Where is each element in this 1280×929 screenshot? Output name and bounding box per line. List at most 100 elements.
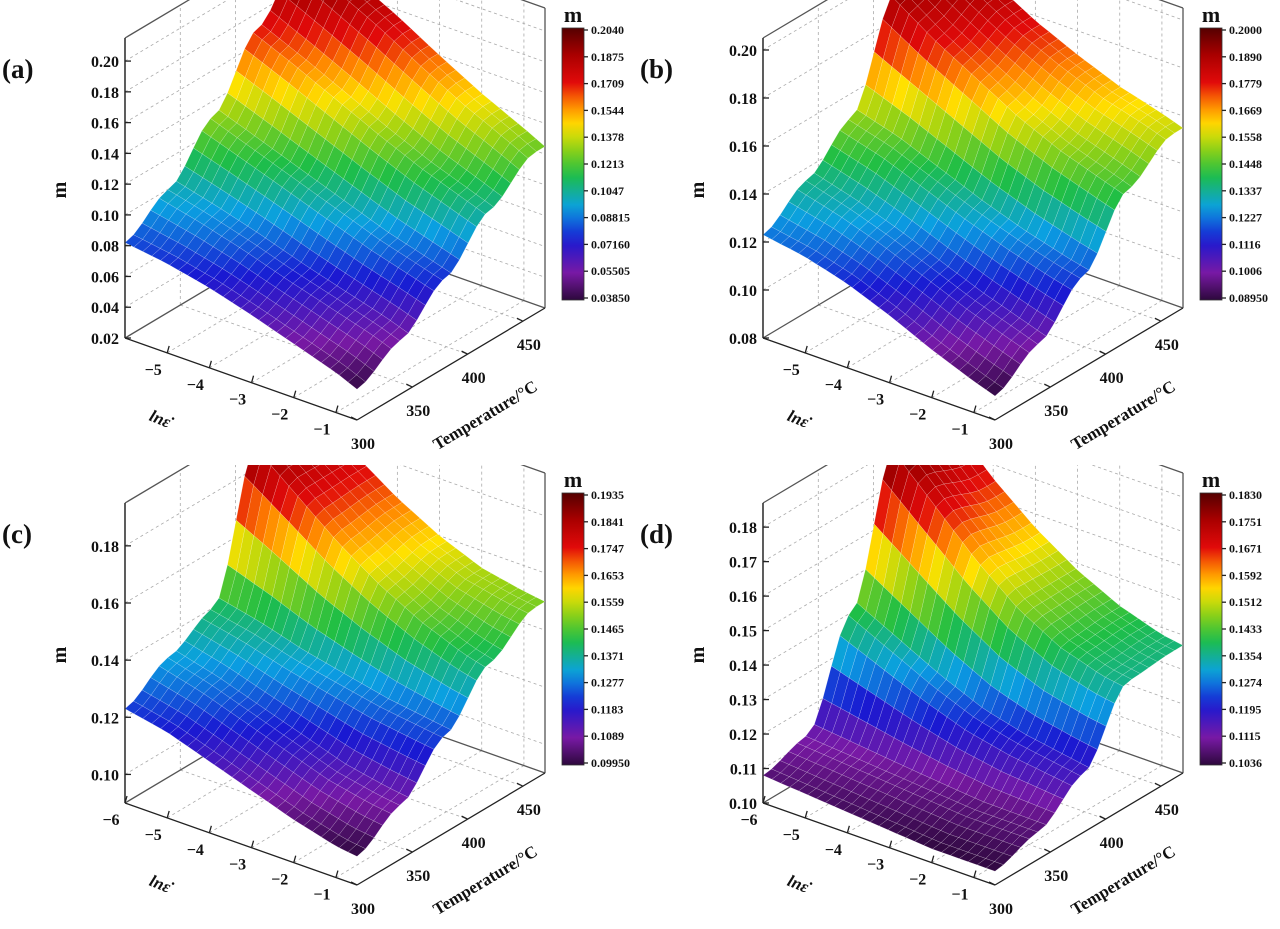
z-tick-label: 0.02: [91, 331, 119, 348]
z-axis-title: m: [687, 646, 709, 663]
panel-b: 0.08 0.10 0.12 0.14 0.16 0.18 0.20 −5 −4 −3 −2 −1 30…: [638, 0, 1278, 465]
surface-cell: [475, 654, 495, 668]
x-tick-label: −1: [951, 887, 968, 904]
y-tick-label: 300: [989, 436, 1013, 453]
grid-line: [235, 736, 468, 820]
z-axis-title: m: [687, 181, 709, 198]
z-tick-label: 0.14: [729, 187, 757, 204]
x-tick: [973, 405, 977, 413]
surface-cell: [1019, 337, 1039, 354]
colorbar-tick-label: 0.1830: [1229, 488, 1262, 502]
grid-line: [1125, 0, 1184, 21]
surface-cell: [1130, 662, 1150, 674]
x-tick-label: −3: [867, 392, 884, 409]
colorbar-tick-label: 0.1036: [1229, 756, 1262, 770]
x-tick: [762, 795, 766, 804]
surface-cell: [407, 298, 426, 321]
grid-line: [312, 604, 546, 688]
lne-axis: [124, 802, 358, 886]
y-tick-label: 300: [351, 436, 375, 453]
z-tick-label: 0.14: [91, 146, 119, 163]
x-tick-label: −3: [229, 392, 246, 409]
colorbar-tick-label: 0.1277: [591, 676, 624, 690]
colorbar-tick-label: 0.08815: [591, 211, 630, 225]
grid-line: [235, 271, 468, 355]
x-axis-title: lnε̇: [147, 406, 177, 433]
z-tick-label: 0.08: [91, 239, 119, 256]
grid-line: [312, 133, 546, 217]
colorbar-tick-label: 0.1558: [1229, 130, 1262, 144]
colorbar: [1199, 492, 1223, 766]
x-tick-label: −4: [187, 842, 204, 859]
colorbar-tick-label: 0.1559: [591, 595, 624, 609]
surface-cell: [1139, 656, 1158, 668]
grid-line: [312, 433, 546, 517]
grid-line: [950, 129, 1184, 213]
colorbar-tick-label: 0.1841: [591, 515, 624, 529]
y-axis-title: Temperature/°C: [430, 377, 541, 454]
surface-cell: [501, 161, 520, 184]
y-tick-label: 400: [1100, 370, 1124, 387]
grid-line: [180, 769, 413, 853]
x-axis-title: lnε̇: [785, 871, 815, 898]
y-tick-label: 350: [406, 868, 430, 885]
colorbar-title: m: [564, 2, 582, 27]
y-tick: [350, 416, 358, 421]
colorbar-tick-label: 0.1047: [591, 184, 624, 198]
x-tick-label: −3: [867, 857, 884, 874]
colorbar-tick-label: 0.1183: [591, 702, 623, 716]
surface-cell: [1139, 144, 1158, 165]
x-tick: [335, 405, 339, 413]
colorbar-tick-label: 0.1213: [591, 157, 624, 171]
surface-cell: [484, 189, 503, 208]
colorbar-tick-label: 0.1354: [1229, 649, 1262, 663]
grid-line: [762, 0, 848, 51]
surface-cell: [492, 175, 512, 197]
grid-line: [312, 10, 546, 93]
surface-cell: [1002, 357, 1021, 378]
x-tick: [293, 390, 297, 398]
z-tick-label: 0.10: [729, 283, 757, 300]
colorbar-tick-label: 0.1006: [1229, 264, 1262, 278]
surface-cell: [346, 0, 352, 3]
y-axis-title: Temperature/°C: [1068, 842, 1179, 919]
colorbar-tick-label: 0.1709: [591, 77, 624, 91]
grid-line: [455, 0, 546, 32]
colorbar-tick-label: 0.1089: [591, 729, 624, 743]
box-edge: [762, 0, 829, 39]
z-tick-label: 0.18: [729, 91, 757, 108]
colorbar-tick-label: 0.1512: [1229, 595, 1262, 609]
surface-plot-d: 0.10 0.11 0.12 0.13 0.14 0.15 0.16 0.17 0.18 −6 −5…: [640, 390, 1262, 919]
x-tick-label: −1: [951, 422, 968, 439]
x-tick-label: −6: [740, 812, 757, 829]
x-tick: [973, 870, 977, 878]
colorbar-tick-label: 0.03850: [591, 291, 630, 305]
grid-line: [950, 449, 1184, 532]
x-axis-title: lnε̇: [147, 871, 177, 898]
surface-cell: [347, 374, 366, 390]
z-axis-title: m: [49, 181, 71, 198]
z-tick-label: 0.06: [91, 269, 119, 286]
y-tick: [406, 383, 413, 388]
grid-line: [950, 656, 1184, 739]
y-tick: [988, 416, 996, 421]
x-tick-label: −1: [313, 887, 330, 904]
z-tick-label: 0.18: [729, 520, 757, 537]
x-tick: [293, 855, 297, 863]
y-tick: [516, 317, 524, 322]
surface-cell: [1071, 264, 1090, 279]
x-tick-label: −4: [187, 377, 204, 394]
temperature-axis: [994, 307, 1184, 421]
x-tick-label: −2: [909, 872, 926, 889]
surface-cell: [1054, 781, 1073, 800]
colorbar-tick-label: 0.1890: [1229, 50, 1262, 64]
grid-line: [290, 703, 524, 787]
surface-cell: [407, 760, 426, 784]
surface-cell: [501, 619, 520, 638]
x-tick: [804, 810, 808, 819]
surface-plot-c: 0.10 0.12 0.14 0.16 0.18 −6 −5 −4 −3 −2 −1 300 350 40…: [2, 390, 630, 919]
grid-line: [950, 177, 1184, 261]
surface-plot-b: 0.08 0.10 0.12 0.14 0.16 0.18 0.20 −5 −4 −3 −2 −1 30…: [640, 0, 1268, 454]
surface-cell: [441, 710, 460, 731]
